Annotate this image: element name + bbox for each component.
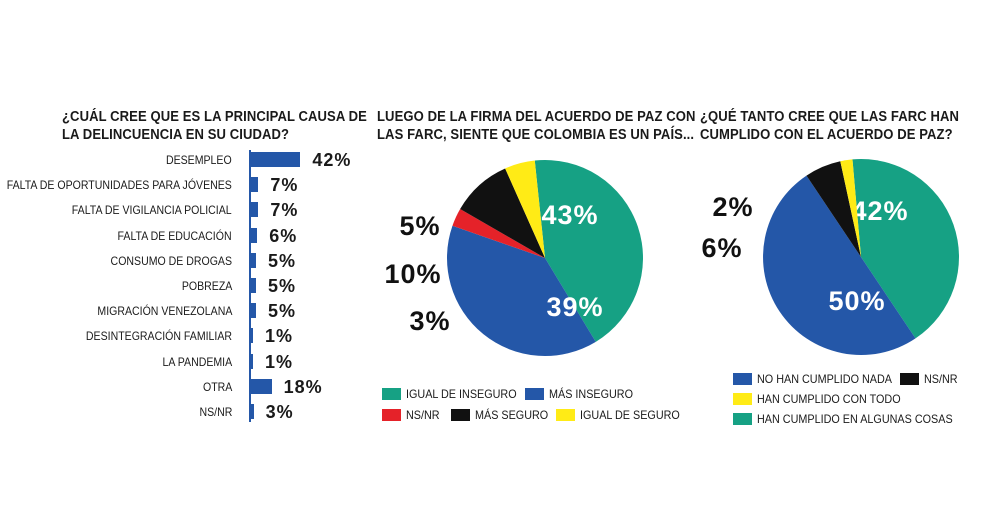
bar-value-label: 6% — [269, 225, 298, 246]
pie-slice — [452, 209, 545, 258]
pie-slice — [505, 160, 545, 258]
bar-value-label: 42% — [312, 150, 352, 170]
bar-value-label: 1% — [265, 351, 294, 372]
pie-slice — [460, 168, 545, 258]
legend-label: MÁS INSEGURO — [549, 387, 634, 401]
pie-slice — [447, 225, 596, 356]
legend-swatch — [733, 393, 752, 405]
legend-swatch — [733, 413, 752, 425]
bar-value-label: 1% — [265, 326, 294, 347]
bar — [250, 378, 272, 394]
bar-category-label: FALTA DE VIGILANCIA POLICIAL — [72, 203, 232, 218]
bar-value-label: 7% — [270, 200, 299, 221]
bar — [250, 328, 253, 344]
bar-category-label: MIGRACIÓN VENEZOLANA — [97, 304, 232, 319]
pie-slice — [806, 161, 861, 257]
legend-label: IGUAL DE INSEGURO — [406, 387, 517, 401]
bar-axis — [249, 150, 251, 422]
pie-chart-2-title: ¿QUÉ TANTO CREE QUE LAS FARC HAN CUMPLID… — [700, 108, 959, 144]
bar-category-label: FALTA DE OPORTUNIDADES PARA JÓVENES — [6, 178, 232, 193]
legend-label: HAN CUMPLIDO CON TODO — [757, 392, 901, 406]
bar — [250, 303, 256, 319]
bar — [250, 252, 256, 268]
legend-label: NO HAN CUMPLIDO NADA — [757, 372, 893, 386]
bar-chart-title: ¿CUÁL CREE QUE ES LA PRINCIPAL CAUSA DE … — [62, 108, 367, 144]
bar-value-label: 7% — [270, 175, 299, 196]
pie-chart-2-title-line-2: CUMPLIDO CON EL ACUERDO DE PAZ? — [700, 127, 953, 143]
bar — [250, 152, 301, 167]
bar-value-label: 5% — [268, 250, 297, 271]
legend-label: IGUAL DE SEGURO — [580, 408, 680, 422]
pie-slice — [852, 159, 959, 339]
bar-value-label: 5% — [268, 276, 297, 296]
legend-label: MÁS SEGURO — [475, 408, 549, 422]
bar-category-label: POBREZA — [181, 279, 232, 293]
pie-slice-label: 3% — [409, 306, 450, 336]
pie-slice — [763, 175, 916, 355]
bar — [250, 353, 253, 369]
pie-chart-2-title-line-1: ¿QUÉ TANTO CREE QUE LAS FARC HAN — [700, 109, 960, 125]
legend-swatch — [382, 388, 401, 400]
pie-slice-label: 2% — [712, 192, 753, 222]
pie-slice-label: 10% — [384, 259, 441, 289]
pie-slice-label: 39% — [546, 292, 603, 322]
legend-label: HAN CUMPLIDO EN ALGUNAS COSAS — [757, 412, 953, 426]
legend-label: NS/NR — [924, 372, 958, 386]
bar — [250, 278, 256, 293]
bar-category-label: FALTA DE EDUCACIÓN — [117, 228, 232, 243]
bar-category-label: NS/NR — [199, 405, 232, 419]
bar — [250, 177, 259, 193]
pie-slice-label: 6% — [701, 233, 742, 263]
bar-category-label: LA PANDEMIA — [162, 354, 232, 369]
pie-slice-label: 5% — [399, 211, 440, 241]
bar-value-label: 18% — [283, 376, 323, 397]
legend-swatch — [556, 409, 575, 421]
bar — [250, 202, 259, 218]
bar-category-label: OTRA — [202, 379, 232, 394]
legend-label: NS/NR — [406, 408, 440, 422]
legend-swatch — [451, 409, 470, 421]
bar-chart-title-line-1: ¿CUÁL CREE QUE ES LA PRINCIPAL CAUSA DE — [62, 109, 367, 125]
bar-category-label: DESEMPLEO — [166, 153, 232, 167]
bar-category-label: CONSUMO DE DROGAS — [110, 253, 232, 268]
pie-slice — [534, 159, 643, 342]
bar-chart: DESEMPLEO 42% FALTA DE OPORTUNIDADES PARA … — [0, 140, 360, 430]
legend-swatch — [525, 388, 544, 400]
legend-swatch — [382, 409, 401, 421]
bar-value-label: 3% — [265, 402, 294, 422]
legend-swatch — [900, 373, 919, 385]
pie-slice-label: 43% — [541, 200, 598, 230]
pie-chart-1-title: LUEGO DE LA FIRMA DEL ACUERDO DE PAZ CON… — [377, 108, 696, 144]
pie-slice-label: 50% — [828, 286, 885, 316]
bar — [250, 404, 254, 419]
legend-swatch — [733, 373, 752, 385]
bar-chart-title-line-2: LA DELINCUENCIA EN SU CIUDAD? — [62, 127, 290, 143]
pie-slice-label: 42% — [851, 196, 908, 226]
bar-category-label: DESINTEGRACIÓN FAMILIAR — [85, 329, 232, 344]
pie-slice — [840, 159, 861, 257]
pie-chart-1-title-line-2: LAS FARC, SIENTE QUE COLOMBIA ES UN PAÍS… — [377, 127, 695, 143]
pie-chart-1-title-line-1: LUEGO DE LA FIRMA DEL ACUERDO DE PAZ CON — [377, 109, 696, 125]
bar-value-label: 5% — [268, 301, 297, 322]
bar — [250, 227, 258, 243]
